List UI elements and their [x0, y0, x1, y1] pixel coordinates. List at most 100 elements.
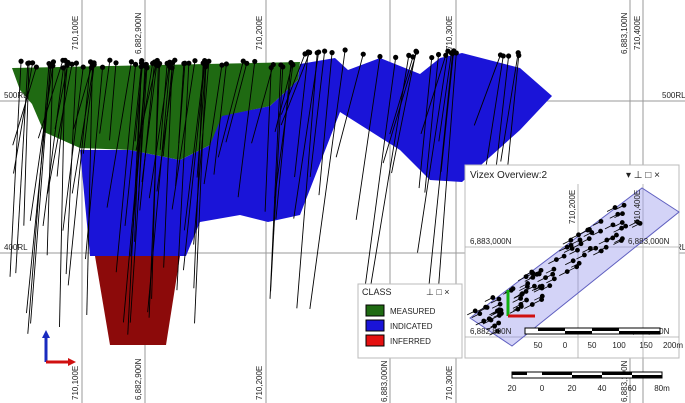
grid-label: 710,200E: [255, 366, 264, 400]
grid-label: 6,882,900N: [134, 358, 143, 400]
drillhole: [122, 64, 147, 323]
drillhole: [369, 55, 410, 291]
collar: [516, 52, 522, 58]
drillhole: [86, 66, 93, 315]
drillhole: [318, 52, 333, 196]
legend-title: CLASS: [362, 287, 392, 297]
drillhole: [142, 63, 154, 126]
collar: [107, 57, 113, 63]
scale-label: 50: [588, 341, 597, 350]
drillhole: [106, 61, 132, 208]
collar: [132, 61, 139, 68]
collar: [610, 222, 616, 228]
drillhole: [213, 63, 227, 175]
collar: [534, 271, 540, 277]
drillhole: [293, 51, 320, 219]
collar: [614, 232, 619, 238]
collar: [18, 58, 24, 64]
scale-label: 20: [568, 384, 577, 393]
collar: [523, 274, 529, 280]
grid-label: 6,883,000N: [628, 237, 670, 246]
collar: [598, 218, 604, 224]
drillhole: [296, 52, 318, 309]
arrow: [42, 330, 50, 338]
drillhole: [237, 61, 256, 198]
collar: [445, 48, 451, 54]
swatch: [365, 319, 385, 332]
drillhole: [109, 62, 117, 141]
overview-drillholes: [467, 202, 643, 336]
collar: [603, 244, 609, 250]
drillhole: [178, 63, 185, 144]
collar: [128, 59, 135, 65]
drillhole: [424, 54, 439, 193]
collar: [268, 64, 274, 71]
collar: [619, 236, 625, 242]
bottom-labels: 710,100E 6,882,900N 710,200E 6,883,000N …: [71, 358, 629, 402]
drillhole: [62, 67, 84, 231]
drillhole: [29, 61, 54, 221]
drillhole: [115, 64, 137, 273]
collar: [575, 247, 580, 253]
collar: [637, 220, 643, 226]
collar: [497, 52, 504, 58]
drillhole: [418, 57, 433, 189]
panel-buttons[interactable]: ▾ ⊥ □ ×: [626, 170, 660, 181]
drillhole: [436, 52, 457, 303]
drillhole: [389, 56, 414, 135]
collar: [515, 306, 521, 312]
legend-item: MEASURED: [390, 307, 436, 316]
collar: [278, 62, 284, 68]
collar: [525, 281, 531, 286]
scale-label: 0: [563, 341, 568, 350]
scale-segment: [565, 331, 592, 334]
drillhole: [355, 56, 381, 220]
collar: [151, 59, 158, 65]
collar: [623, 223, 629, 229]
collar: [543, 275, 548, 281]
legend-item: INDICATED: [390, 322, 433, 331]
drillhole: [225, 63, 248, 143]
drillhole: [99, 60, 111, 134]
grid-label: 710,400E: [633, 16, 642, 50]
drillhole: [193, 61, 210, 245]
collar: [99, 64, 106, 70]
collar: [483, 304, 488, 310]
collar: [393, 54, 399, 60]
collar: [518, 295, 524, 301]
drillhole: [124, 66, 142, 226]
scale-label: 60: [628, 384, 637, 393]
drillhole: [251, 64, 274, 144]
collar: [50, 63, 56, 69]
drillhole: [217, 60, 244, 158]
drillhole: [294, 51, 309, 178]
collar: [598, 248, 604, 254]
scale-label: 80m: [654, 384, 670, 393]
collar: [530, 270, 536, 276]
scale-label: 20: [508, 384, 517, 393]
collar: [60, 65, 67, 71]
collar: [576, 260, 582, 266]
collar: [539, 283, 545, 289]
legend: CLASS ⊥ □ × MEASURED INDICATED INFERRED: [357, 283, 463, 359]
grid-label: 6,883,000N: [470, 237, 512, 246]
grid-label: 710,300E: [445, 366, 454, 400]
scale-label: 0: [540, 384, 545, 393]
scale-bar: 20 0 20 40 60 80m: [508, 371, 670, 393]
collar: [219, 62, 225, 68]
scale-label: 100: [612, 341, 626, 350]
collar: [490, 295, 496, 300]
drillhole: [73, 67, 92, 130]
collar: [192, 58, 198, 64]
collar: [252, 58, 258, 65]
collar: [529, 302, 535, 307]
collar: [169, 65, 175, 71]
collar: [329, 50, 335, 56]
collar: [593, 245, 599, 251]
collar: [496, 313, 502, 318]
axis-triad: [42, 330, 76, 366]
panel-buttons[interactable]: ⊥ □ ×: [426, 287, 450, 297]
collar: [550, 271, 556, 277]
drillhole: [280, 52, 311, 126]
collar: [477, 311, 483, 317]
